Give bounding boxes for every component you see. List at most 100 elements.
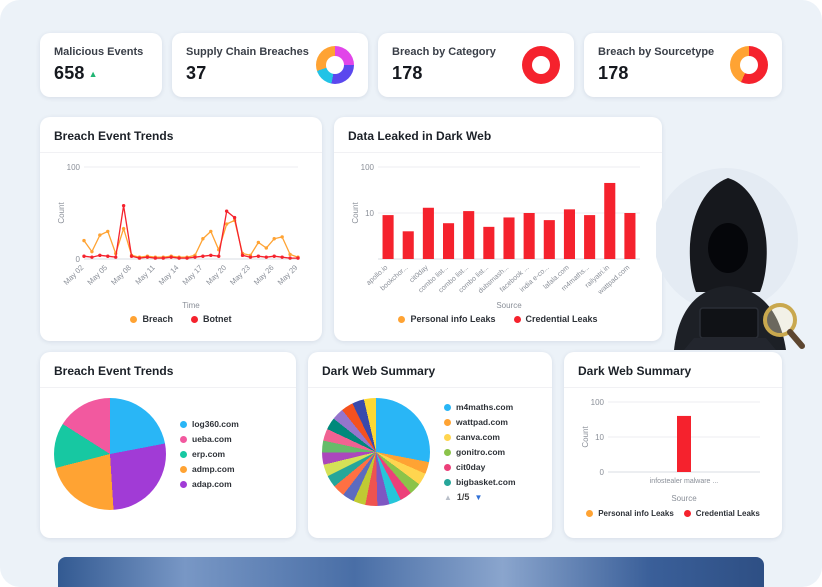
svg-text:May 11: May 11 <box>133 263 156 286</box>
shoulders <box>674 286 786 350</box>
kpi-card-breach-by-category[interactable]: Breach by Category 178 <box>378 33 574 97</box>
magnifying-glass-icon <box>763 303 797 337</box>
legend-label: Personal info Leaks <box>410 314 496 324</box>
svg-text:May 17: May 17 <box>181 263 205 287</box>
kpi-value: 658 <box>54 63 85 83</box>
kpi-title: Malicious Events <box>54 46 144 58</box>
legend-label: Credential Leaks <box>525 314 598 324</box>
supply-chain-donut-chart[interactable] <box>316 46 354 84</box>
legend-item[interactable]: Breach <box>130 314 173 324</box>
page-up-icon[interactable]: ▲ <box>444 492 452 502</box>
legend-dot-icon <box>191 315 198 323</box>
breach-trends-pie-chart[interactable] <box>54 398 166 510</box>
legend-label: Personal info Leaks <box>598 509 674 518</box>
svg-text:May 02: May 02 <box>62 263 86 287</box>
legend-label: cit0day <box>456 462 486 472</box>
svg-text:May 26: May 26 <box>252 263 276 287</box>
legend-block: m4maths.com wattpad.com canva.com gonitro.c… <box>444 402 516 502</box>
svg-text:Count: Count <box>57 202 66 224</box>
legend-dot-icon <box>444 463 451 471</box>
kpi-text-block: Breach by Category 178 <box>392 46 496 84</box>
kpi-title: Breach by Category <box>392 46 496 58</box>
svg-text:May 23: May 23 <box>228 263 252 287</box>
legend-label: Credential Leaks <box>695 509 760 518</box>
svg-text:Count: Count <box>581 426 590 448</box>
legend-item[interactable]: wattpad.com <box>444 417 516 427</box>
legend-dot-icon <box>180 435 187 443</box>
breach-category-donut-chart[interactable] <box>522 46 560 84</box>
donut-hole <box>532 56 550 74</box>
legend-item[interactable]: erp.com <box>180 449 239 459</box>
legend-item[interactable]: Personal info Leaks <box>586 509 674 518</box>
hacker-illustration <box>656 168 805 350</box>
laptop-base <box>684 338 776 350</box>
svg-text:infostealer malware ...: infostealer malware ... <box>650 478 719 485</box>
legend-item[interactable]: Personal info Leaks <box>398 314 496 324</box>
legend-label: ueba.com <box>192 434 232 444</box>
kpi-card-supply-chain-breaches[interactable]: Supply Chain Breaches 37 <box>172 33 368 97</box>
legend-label: erp.com <box>192 449 226 459</box>
legend-item[interactable]: Credential Leaks <box>513 314 598 324</box>
legend-dot-icon <box>180 420 187 428</box>
laptop-screen <box>699 307 759 339</box>
trend-up-icon: ▲ <box>88 69 98 79</box>
legend-item[interactable]: bigbasket.com <box>444 477 516 487</box>
kpi-card-breach-by-sourcetype[interactable]: Breach by Sourcetype 178 <box>584 33 782 97</box>
legend-dot-icon <box>444 448 451 456</box>
legend-label: m4maths.com <box>456 402 514 412</box>
svg-text:Count: Count <box>351 202 360 224</box>
page-down-icon[interactable]: ▼ <box>474 492 483 502</box>
kpi-value: 178 <box>598 63 629 83</box>
legend-dot-icon <box>130 315 138 323</box>
legend-item[interactable]: ueba.com <box>180 434 239 444</box>
svg-text:May 05: May 05 <box>85 263 109 287</box>
pie-content: log360.com ueba.com erp.com admp.com adap.co… <box>40 388 296 520</box>
svg-text:100: 100 <box>591 398 605 407</box>
svg-text:Time: Time <box>182 301 200 310</box>
bottom-decoration <box>58 557 764 587</box>
kpi-card-malicious-events[interactable]: Malicious Events 658 ▲ <box>40 33 162 97</box>
donut-hole <box>740 56 758 74</box>
card-title: Breach Event Trends <box>40 117 322 153</box>
bar-chart-legend: Personal info Leaks Credential Leaks <box>334 313 662 324</box>
legend-item[interactable]: m4maths.com <box>444 402 516 412</box>
legend-item[interactable]: Credential Leaks <box>683 509 760 518</box>
legend-dot-icon <box>444 403 451 411</box>
legend-item[interactable]: admp.com <box>180 464 239 474</box>
background-circle <box>656 168 798 312</box>
svg-text:Source: Source <box>496 301 522 310</box>
pie-legend: m4maths.com wattpad.com canva.com gonitro.c… <box>444 402 516 487</box>
svg-text:0: 0 <box>76 255 81 264</box>
line-chart-legend: Breach Botnet <box>40 313 322 324</box>
dark-web-summary-bar-card: Dark Web Summary 100 10 0 infostealer malwa… <box>564 352 782 538</box>
kpi-value: 178 <box>392 63 423 83</box>
legend-label: wattpad.com <box>456 417 508 427</box>
legend-item[interactable]: canva.com <box>444 432 516 442</box>
legend-dot-icon <box>444 478 451 486</box>
legend-item[interactable]: log360.com <box>180 419 239 429</box>
kpi-title: Breach by Sourcetype <box>598 46 715 58</box>
data-leaked-dark-web-card: Data Leaked in Dark Web 100 10 apollo.io bo… <box>334 117 662 341</box>
hood <box>689 178 767 292</box>
svg-text:May 20: May 20 <box>204 263 228 287</box>
dark-web-summary-pie-chart[interactable] <box>322 398 430 506</box>
legend-dot-icon <box>683 510 691 517</box>
kpi-title: Supply Chain Breaches <box>186 46 309 58</box>
legend-item[interactable]: cit0day <box>444 462 516 472</box>
legend-label: admp.com <box>192 464 235 474</box>
svg-text:May 08: May 08 <box>109 263 133 287</box>
legend-dot-icon <box>513 315 521 323</box>
legend-item[interactable]: gonitro.com <box>444 447 516 457</box>
kpi-text-block: Supply Chain Breaches 37 <box>186 46 309 84</box>
legend-item[interactable]: adap.com <box>180 479 239 489</box>
breach-sourcetype-donut-chart[interactable] <box>730 46 768 84</box>
legend-pager: ▲ 1/5 ▼ <box>444 492 516 502</box>
card-title: Data Leaked in Dark Web <box>334 117 662 153</box>
face-shadow <box>708 223 748 273</box>
legend-label: log360.com <box>192 419 239 429</box>
svg-text:100: 100 <box>361 163 375 172</box>
legend-item[interactable]: Botnet <box>191 314 232 324</box>
